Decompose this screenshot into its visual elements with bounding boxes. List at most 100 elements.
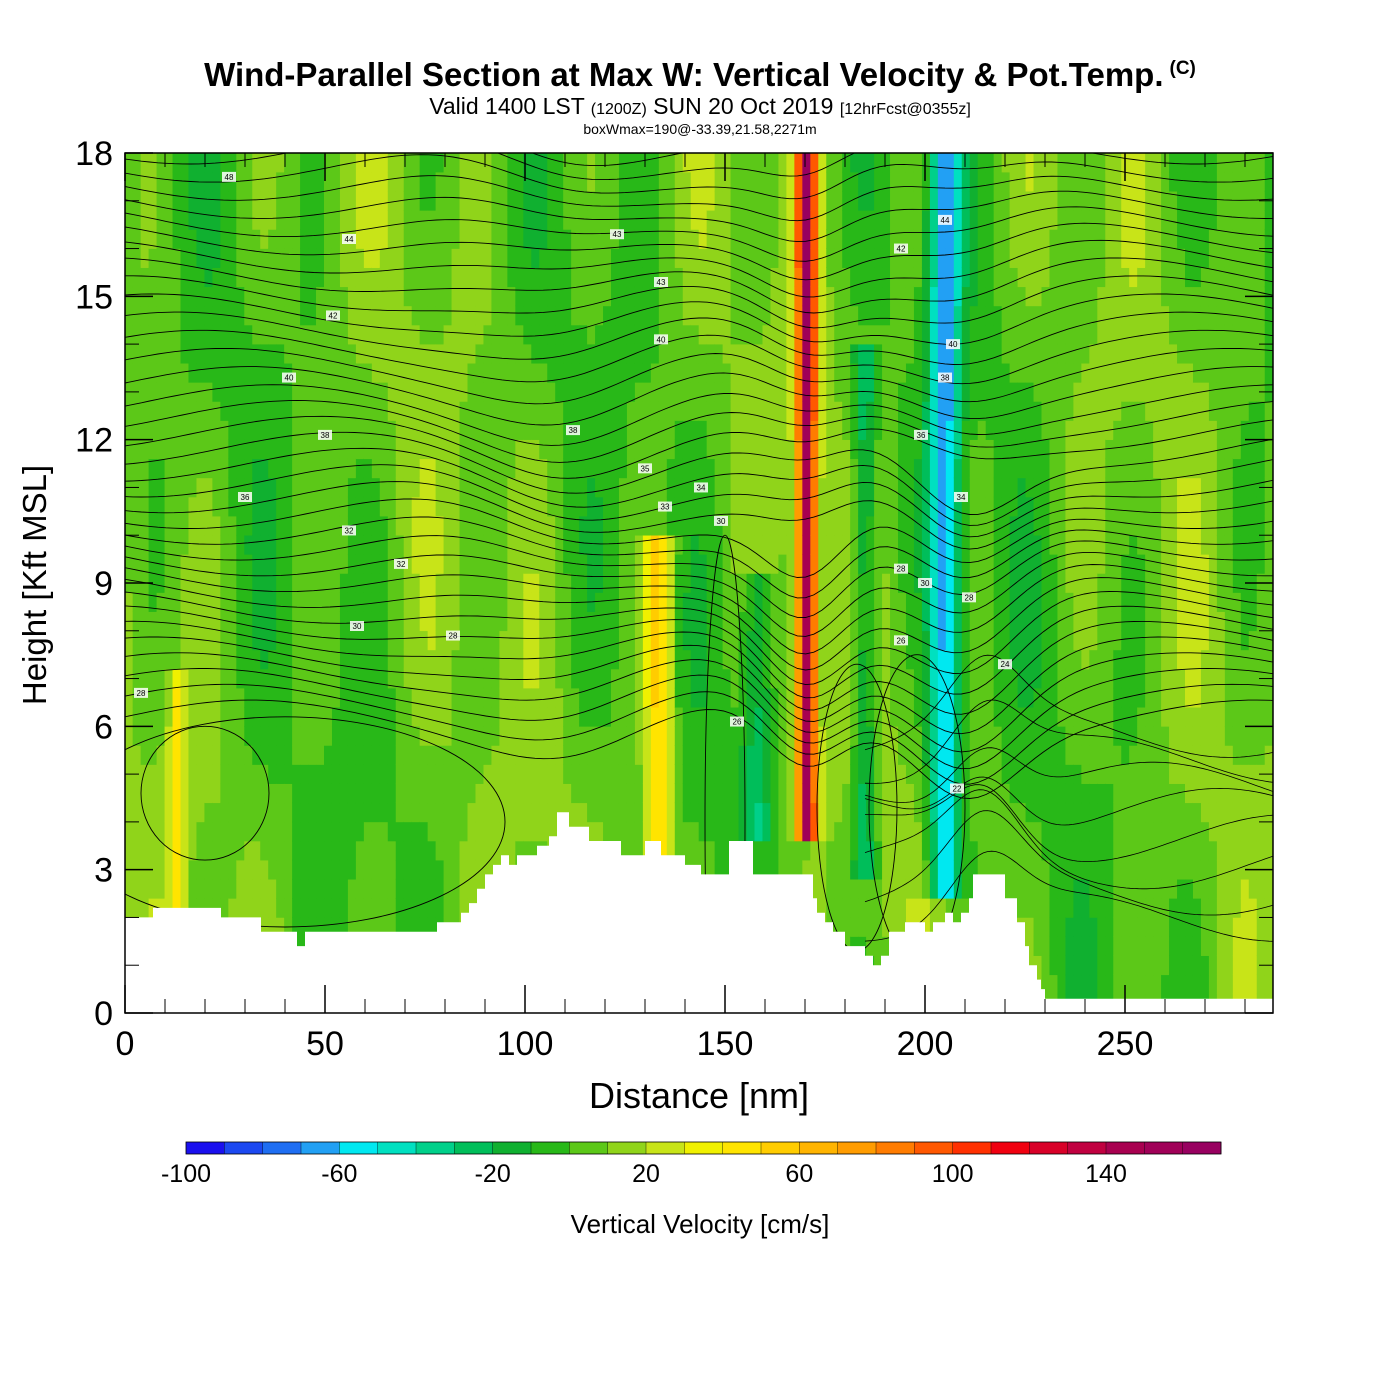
valid-local-time: Valid 1400 LST <box>429 93 585 119</box>
theta-contour-label: 44 <box>342 234 356 244</box>
colorbar-swatch <box>761 1142 800 1154</box>
theta-contour-label: 28 <box>962 592 976 603</box>
colorbar-label: Vertical Velocity [cm/s] <box>571 1209 830 1239</box>
colorbar-swatch <box>339 1142 379 1154</box>
theta-contour-label: 34 <box>954 492 968 502</box>
colorbar-swatch <box>722 1142 762 1154</box>
theta-contour-label: 42 <box>326 310 340 321</box>
theta-contour-label: 30 <box>714 515 728 526</box>
copyright-mark: (C) <box>1169 58 1196 79</box>
colorbar-swatch <box>454 1142 494 1154</box>
theta-contour-label: 32 <box>342 525 356 536</box>
theta-contour-label: 40 <box>282 372 296 383</box>
colorbar-swatch <box>492 1142 532 1154</box>
colorbar-swatch <box>684 1142 724 1154</box>
theta-contour-label: 43 <box>654 277 668 287</box>
colorbar-swatch <box>1029 1142 1069 1154</box>
chart-title: Wind-Parallel Section at Max W: Vertical… <box>0 50 1400 94</box>
colorbar: -100 -60 -20 20 60 100 140 <box>161 1141 1222 1188</box>
theta-contour-label: 32 <box>394 558 408 569</box>
y-tick-label: 12 <box>75 422 113 460</box>
colorbar-tick-label: 100 <box>932 1160 974 1188</box>
theta-contour-label: 35 <box>638 463 652 474</box>
colorbar-tick-label: 60 <box>785 1160 813 1188</box>
colorbar-tick-label: -20 <box>475 1160 511 1188</box>
y-tick-label: 15 <box>75 278 113 316</box>
y-tick-label: 18 <box>75 135 113 173</box>
theta-contour-label: 38 <box>566 425 580 436</box>
colorbar-swatch <box>301 1142 340 1154</box>
theta-contour-label: 28 <box>894 563 908 574</box>
colorbar-swatch <box>1182 1142 1222 1154</box>
valid-utc-time: (1200Z) <box>590 101 647 118</box>
y-tick-label: 3 <box>94 852 113 890</box>
theta-contour-label: 44 <box>938 214 952 225</box>
colorbar-swatch <box>837 1142 877 1154</box>
theta-contour-label: 42 <box>894 243 908 254</box>
colorbar-swatch <box>377 1142 417 1154</box>
theta-contour-label: 30 <box>918 578 932 588</box>
colorbar-swatch <box>531 1142 570 1154</box>
theta-contour-label: 34 <box>694 482 708 493</box>
colorbar-swatch <box>799 1142 839 1154</box>
colorbar-swatch <box>569 1142 609 1154</box>
colorbar-swatch <box>952 1142 992 1154</box>
colorbar-swatch <box>262 1142 302 1154</box>
colorbar-swatch <box>416 1142 455 1154</box>
theta-contour-label: 26 <box>730 716 744 727</box>
x-tick-label: 100 <box>497 1025 554 1063</box>
colorbar-tick-label: -60 <box>321 1160 357 1188</box>
y-tick-label: 9 <box>94 565 113 603</box>
theta-contour-label: 36 <box>914 429 928 440</box>
x-tick-label: 250 <box>1097 1025 1154 1063</box>
colorbar-tick-label: 140 <box>1085 1160 1127 1188</box>
colorbar-tick-label: 20 <box>632 1160 660 1188</box>
theta-contours <box>125 153 1273 1013</box>
x-axis-label: Distance [nm] <box>589 1075 809 1116</box>
x-tick-label: 0 <box>116 1025 135 1063</box>
x-tick-label: 200 <box>897 1025 954 1063</box>
theta-contour-label: 48 <box>222 171 236 182</box>
y-axis-label: Height [Kft MSL] <box>16 465 53 705</box>
valid-date: SUN 20 Oct 2019 <box>653 93 834 119</box>
theta-contour-labels: 48 44 43 44 42 43 42 40 40 40 38 38 38 36 35 34 36 34 33 30… <box>134 171 1012 794</box>
x-tick-label: 50 <box>306 1025 344 1063</box>
title-block: Wind-Parallel Section at Max W: Vertical… <box>0 50 1400 136</box>
colorbar-tick-label: -100 <box>161 1160 211 1188</box>
theta-contour-label: 22 <box>950 783 964 794</box>
chart-title-main: Wind-Parallel Section at Max W: Vertical… <box>204 56 1164 93</box>
colorbar-frame <box>185 1141 1222 1155</box>
forecast-info: [12hrFcst@0355z] <box>839 101 971 118</box>
theta-contour-label: 43 <box>610 229 624 240</box>
theta-contour-label: 40 <box>946 339 960 350</box>
colorbar-swatch <box>186 1142 225 1154</box>
colorbar-swatch <box>1106 1142 1145 1154</box>
theta-contour-label: 38 <box>938 372 952 383</box>
colorbar-swatch <box>1144 1142 1184 1154</box>
colorbar-swatch <box>224 1142 264 1154</box>
y-tick-label: 6 <box>94 708 113 746</box>
colorbar-swatch <box>876 1142 915 1154</box>
terrain-mask <box>125 812 1273 1013</box>
chart-subtitle: boxWmax=190@-33.39,21.58,2271m <box>583 121 817 137</box>
colorbar-swatch <box>646 1142 685 1154</box>
theta-contour-label: 40 <box>654 334 668 345</box>
x-tick-label: 150 <box>697 1025 754 1063</box>
theta-contour-label: 36 <box>238 492 252 502</box>
theta-contour-label: 28 <box>446 630 460 641</box>
theta-contour-label: 28 <box>134 687 148 698</box>
theta-contour-label: 26 <box>894 635 908 646</box>
colorbar-swatch <box>914 1142 954 1154</box>
theta-contour-label: 30 <box>350 621 364 631</box>
theta-contour-label: 38 <box>318 429 332 440</box>
colorbar-swatch <box>991 1142 1030 1154</box>
y-tick-label: 0 <box>94 995 113 1033</box>
valid-time-line: Valid 1400 LST (1200Z) SUN 20 Oct 2019 [… <box>0 94 1400 122</box>
theta-contour-label: 24 <box>998 659 1012 670</box>
theta-contour-label: 33 <box>658 501 672 512</box>
colorbar-swatch <box>1067 1142 1107 1154</box>
colorbar-swatch <box>607 1142 647 1154</box>
